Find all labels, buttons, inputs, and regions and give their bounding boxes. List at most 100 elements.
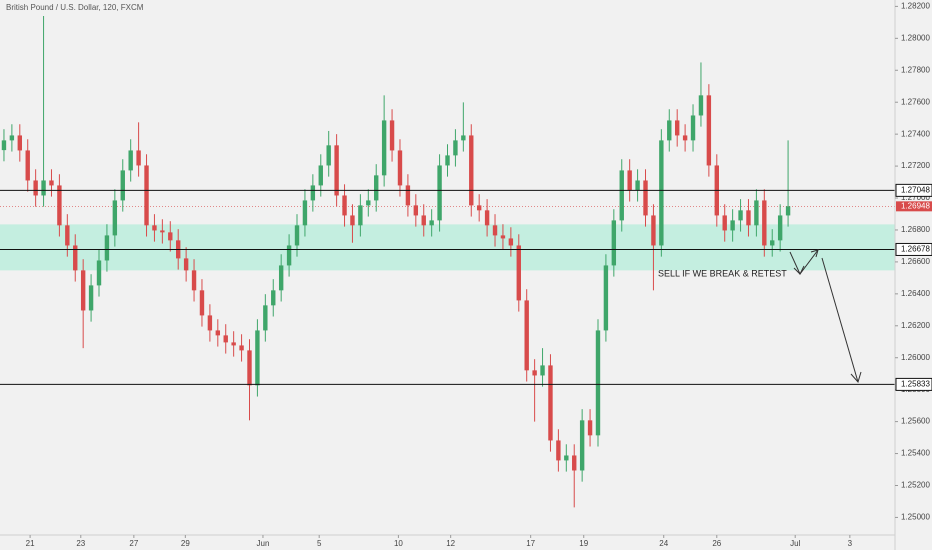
candle-body	[1, 140, 7, 151]
arrow-head	[810, 249, 819, 258]
x-tick-label: 26	[712, 539, 721, 548]
y-tick-label: 1.25400	[901, 449, 930, 458]
candle-body	[263, 305, 268, 331]
candle-body	[381, 120, 387, 176]
candle-body	[65, 225, 70, 246]
candle-body	[421, 215, 426, 226]
candle-body	[199, 290, 205, 316]
candle-body	[770, 240, 775, 246]
candle-body	[532, 370, 537, 376]
candle-body	[627, 170, 632, 191]
candle-body	[9, 135, 15, 141]
annotation: SELL IF WE BREAK & RETEST	[658, 268, 787, 278]
y-tick-label: 1.28000	[901, 33, 930, 42]
y-tick-label: 1.26600	[901, 257, 930, 266]
candle-body	[587, 420, 593, 436]
plot-area	[0, 15, 895, 508]
candle-body	[80, 270, 86, 311]
candle-body	[524, 300, 529, 371]
candle-body	[492, 225, 498, 236]
candle-body	[136, 150, 141, 166]
candle-body	[389, 120, 395, 151]
y-tick-label: 1.27000	[901, 193, 930, 202]
y-tick-label: 1.26400	[901, 289, 930, 298]
candle-body	[785, 206, 791, 216]
candle-body	[603, 265, 609, 331]
level-label: 1.26678	[901, 245, 930, 254]
candle-body	[239, 345, 244, 351]
x-tick-label: 12	[446, 539, 455, 548]
arrow-head	[850, 371, 862, 384]
y-tick-label: 1.26800	[901, 225, 930, 234]
candle-body	[674, 120, 680, 136]
y-tick-label: 1.27200	[901, 161, 930, 170]
candle-body	[722, 215, 727, 231]
candle-body	[484, 210, 490, 226]
candle-body	[405, 185, 411, 206]
x-tick-label: 27	[129, 539, 138, 548]
candle-body	[183, 258, 189, 271]
candle-body	[374, 175, 379, 201]
candle-body	[17, 135, 23, 151]
last-price-box	[896, 201, 932, 212]
candle-body	[294, 225, 300, 246]
x-tick-label: 24	[659, 539, 668, 548]
candle-body	[207, 315, 213, 331]
candle-body	[88, 285, 94, 311]
candle-body	[429, 220, 434, 226]
x-tick-label: 21	[26, 539, 35, 548]
candle-body	[73, 245, 78, 271]
candle-body	[611, 220, 617, 266]
y-tick-label: 1.27400	[901, 129, 930, 138]
y-tick-label: 1.26200	[901, 321, 930, 330]
candle-body	[57, 185, 62, 226]
candle-body	[667, 120, 672, 141]
drop-arrow	[821, 257, 859, 383]
candle-body	[112, 200, 118, 236]
candle-body	[738, 210, 743, 221]
candle-body	[445, 155, 450, 166]
arrow-head	[793, 265, 805, 275]
y-tick-label: 1.28200	[901, 1, 930, 10]
candle-body	[25, 150, 30, 181]
x-tick-label: 17	[526, 539, 535, 548]
candle-body	[643, 180, 648, 216]
x-tick-label: Jun	[257, 539, 270, 548]
level-label-box	[895, 242, 932, 256]
candle-body	[318, 165, 323, 186]
candle-body	[255, 330, 260, 386]
candle-body	[635, 180, 640, 191]
candle-body	[579, 420, 585, 471]
candle-body	[310, 185, 316, 201]
candle-body	[461, 135, 466, 141]
y-tick-label: 1.25000	[901, 513, 930, 522]
candle-body	[33, 180, 38, 196]
candle-body	[706, 95, 712, 166]
candle-body	[651, 215, 656, 246]
candle-body	[469, 135, 474, 206]
support-zone	[0, 224, 895, 271]
level-label-box	[895, 377, 932, 391]
candle-body	[128, 150, 133, 171]
candle-body	[437, 165, 442, 221]
candle-body	[777, 215, 783, 241]
candle-body	[49, 180, 54, 186]
candle-body	[215, 330, 221, 336]
candle-body	[659, 140, 664, 246]
candle-body	[564, 455, 569, 461]
candle-body	[572, 455, 577, 471]
candle-body	[191, 270, 197, 291]
candle-body	[334, 145, 339, 196]
x-tick-label: 19	[579, 539, 588, 548]
candle-body	[500, 235, 506, 239]
y-tick-label: 1.26000	[901, 353, 930, 362]
candle-body	[548, 365, 553, 441]
candle-body	[152, 225, 157, 231]
last-price-label: 1.26948	[901, 201, 930, 210]
candle-body	[698, 95, 704, 116]
candle-body	[96, 260, 102, 286]
x-tick-label: 10	[394, 539, 403, 548]
candle-body	[104, 235, 110, 261]
x-tick-label: 29	[181, 539, 190, 548]
